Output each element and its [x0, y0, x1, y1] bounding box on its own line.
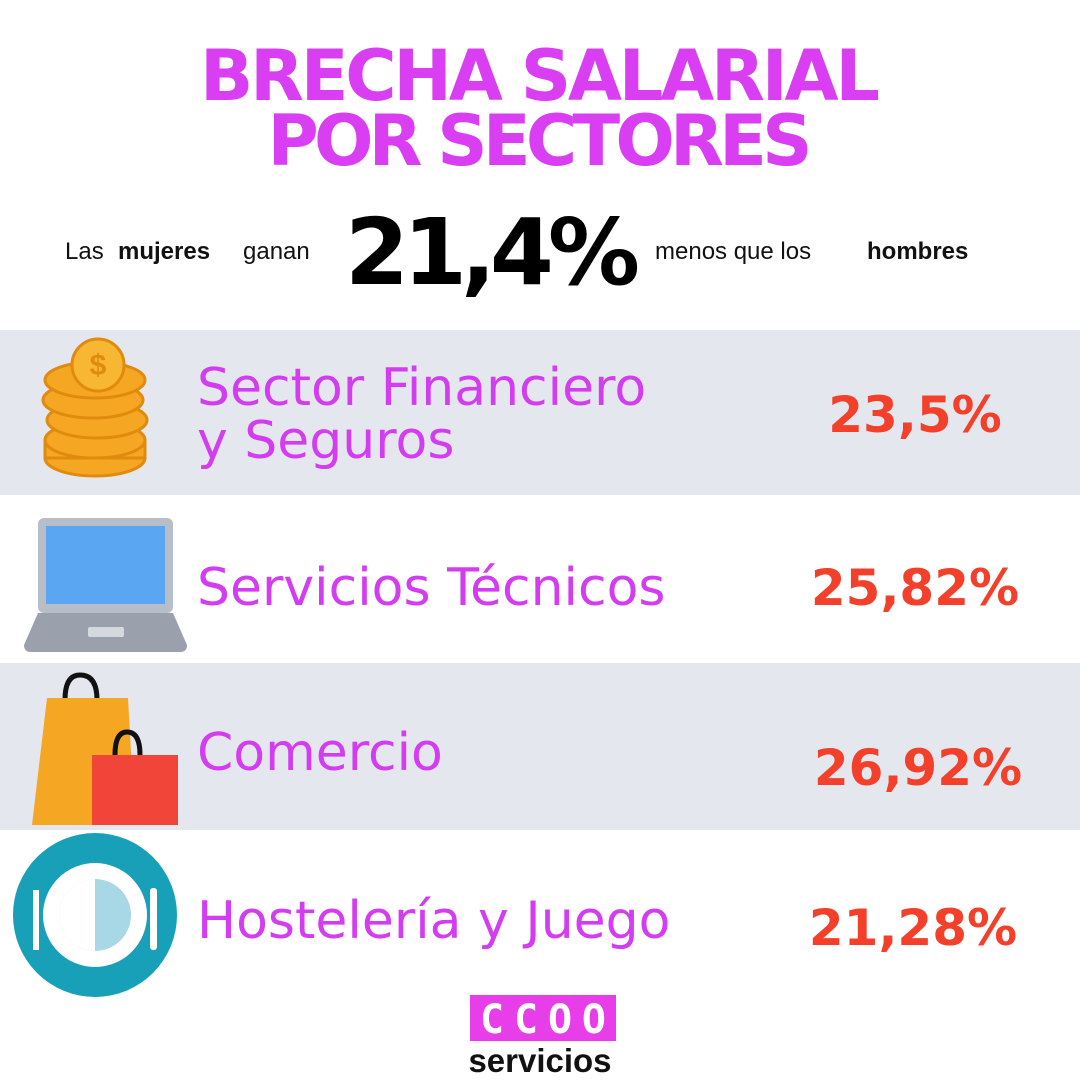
coins-icon: $ [41, 337, 149, 478]
row-background [0, 663, 1080, 830]
laptop-icon [24, 518, 187, 652]
subtitle-text: ganan [243, 238, 310, 265]
row-label: Servicios Técnicos [197, 558, 665, 618]
row-label: Hostelería y Juego [197, 891, 670, 951]
subtitle-emphasis: mujeres [118, 238, 210, 265]
row-value: 21,28% [809, 899, 1017, 957]
subtitle-text: Las [65, 238, 104, 265]
logo: CCOO servicios [468, 995, 616, 1079]
row-label: y Seguros [197, 411, 454, 471]
bags-icon [32, 672, 178, 825]
row-value: 26,92% [814, 739, 1022, 797]
row-background [0, 330, 1080, 495]
headline-figure: 21,4% [345, 199, 640, 306]
row-label: Sector Financiero [197, 358, 646, 418]
row-label: Comercio [197, 723, 443, 783]
subtitle-text: menos que los [655, 238, 811, 265]
title-line: BRECHA SALARIAL [200, 35, 880, 117]
title-line: POR SECTORES [268, 100, 813, 182]
subtitle-emphasis: hombres [867, 238, 968, 265]
svg-text:$: $ [90, 349, 107, 382]
row-value: 25,82% [811, 559, 1019, 617]
plate-icon [13, 833, 177, 997]
row-value: 23,5% [828, 386, 1001, 444]
logo-name: servicios [468, 1042, 611, 1079]
logo-box [470, 995, 616, 1041]
